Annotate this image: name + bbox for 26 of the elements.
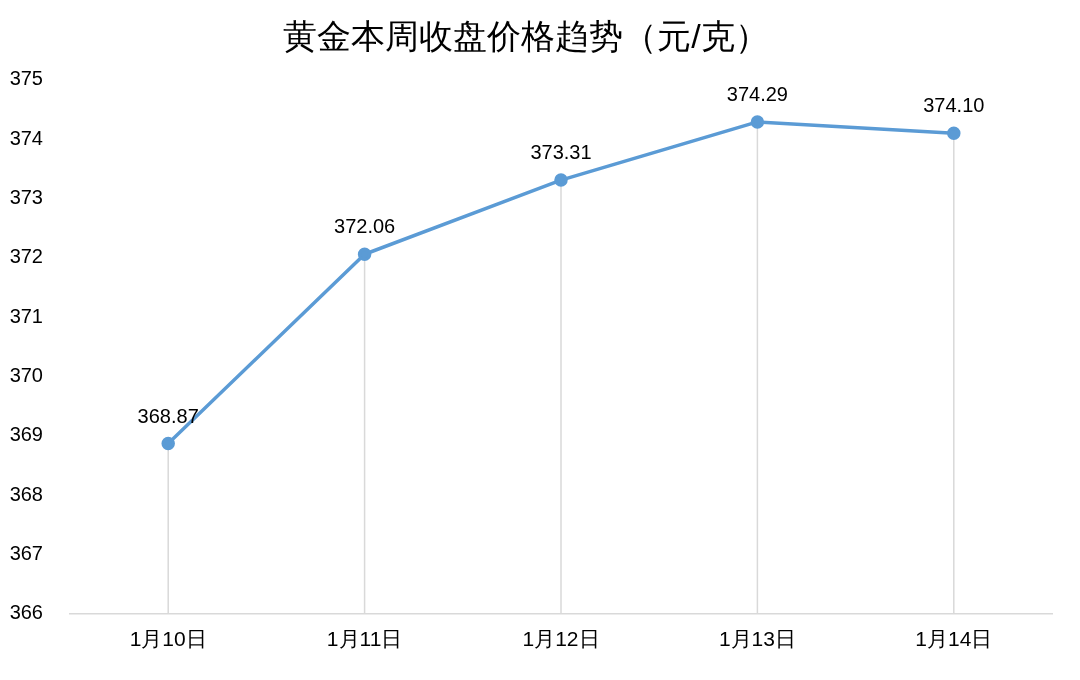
y-tick-label: 367 [9,541,43,564]
x-tick-label: 1月11日 [326,627,403,651]
x-tick-label: 1月10日 [129,627,207,651]
data-label: 373.31 [530,141,592,164]
y-tick-label: 371 [9,304,43,327]
data-label: 372.06 [334,215,396,238]
y-tick-label: 366 [9,601,43,624]
y-tick-label: 375 [9,67,43,90]
point [161,436,175,451]
y-tick-label: 373 [9,185,43,208]
point [357,247,372,261]
y-tick-label: 368 [9,482,43,505]
point [947,126,961,140]
data-label: 374.10 [923,94,985,117]
y-tick-label: 370 [9,363,43,386]
point [750,115,765,129]
x-tick-label: 1月13日 [718,627,796,651]
x-tick-label: 1月12日 [522,627,600,651]
chart-title: 黄金本周收盘价格趋势（元/克） [283,16,769,55]
y-tick-label: 372 [9,245,43,268]
y-tick-label: 369 [9,423,43,446]
data-label: 374.29 [726,82,788,105]
x-tick-label: 1月14日 [915,627,993,651]
data-label: 368.87 [137,404,199,427]
y-tick-label: 374 [9,126,43,149]
point [554,173,568,187]
